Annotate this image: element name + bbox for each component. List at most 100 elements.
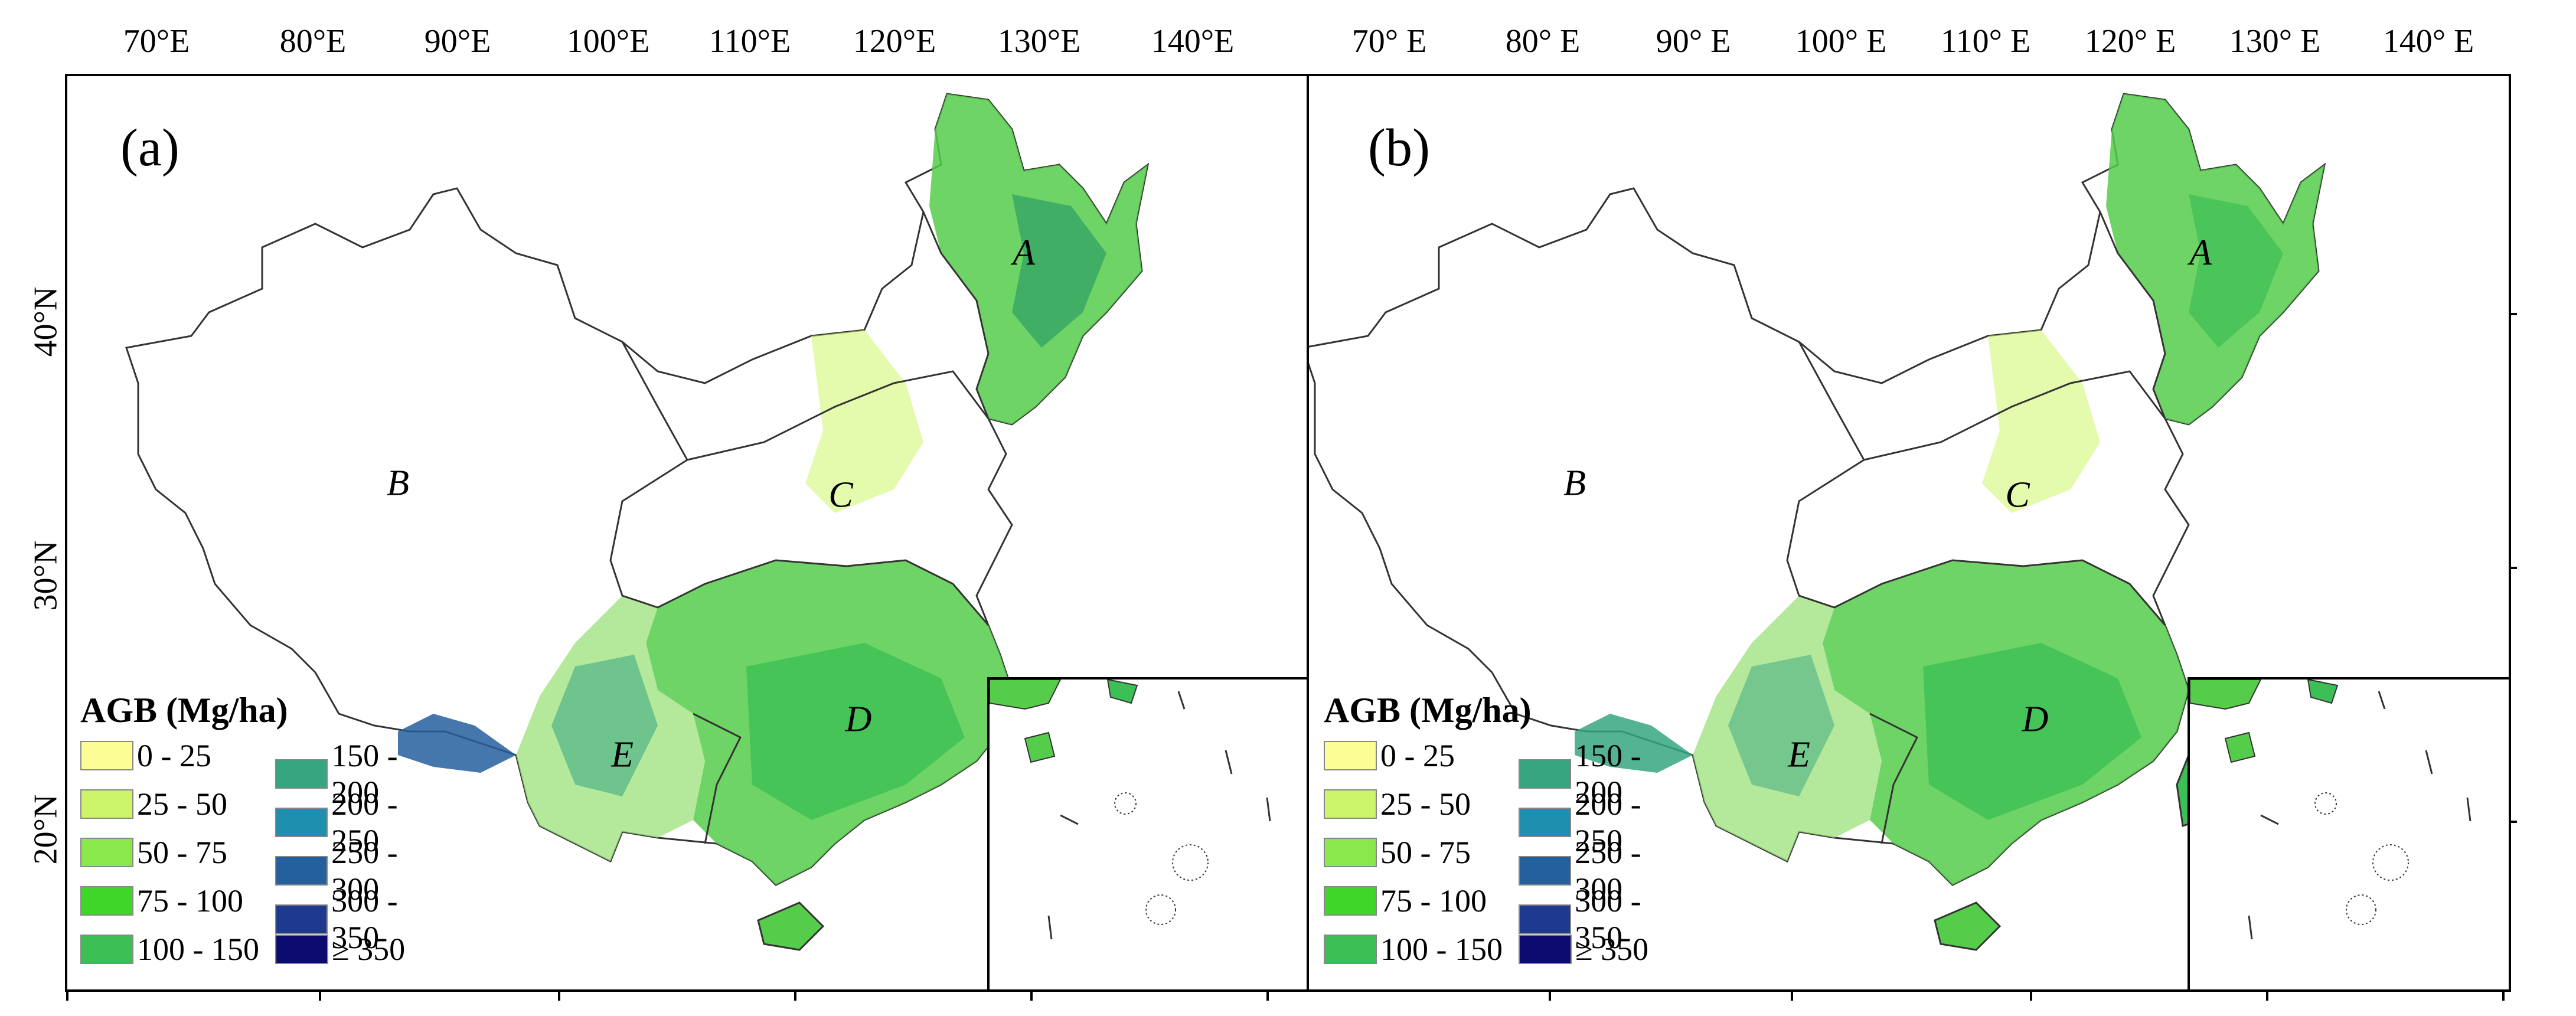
legend-item: 100 - 150 — [80, 931, 259, 968]
legend-item: 25 - 50 — [1324, 786, 1471, 822]
legend-swatch — [1519, 759, 1572, 789]
lon-label: 80°E — [279, 23, 347, 60]
region-label-e: E — [1788, 734, 1810, 775]
legend-item: 150 - 200 — [1519, 737, 1696, 811]
legend-item: 75 - 100 — [80, 883, 243, 919]
legend-item: ≥ 350 — [275, 931, 405, 968]
forest-region-c — [1982, 330, 2100, 513]
tick-mark — [2266, 990, 2268, 1001]
region-label-e: E — [611, 734, 634, 775]
lon-label: 120°E — [853, 23, 936, 60]
lon-label: 120° E — [2084, 23, 2176, 60]
map-frame-b: (b) A B C D E AGB (Mg/ha) 0 - 25 25 - 50… — [1307, 74, 2511, 992]
lon-label: 80° E — [1505, 23, 1581, 60]
legend-item: 300 - 350 — [1519, 883, 1696, 956]
lon-label: 130° E — [2229, 23, 2321, 60]
legend-item: 50 - 75 — [1324, 834, 1471, 871]
legend-title: AGB (Mg/ha) — [1324, 691, 1532, 730]
legend: AGB (Mg/ha) 0 - 25 25 - 50 50 - 75 75 - … — [1318, 690, 1696, 989]
legend-swatch — [80, 741, 133, 770]
legend-swatch — [275, 904, 328, 934]
lat-label: 30°N — [27, 540, 64, 611]
legend: AGB (Mg/ha) 0 - 25 25 - 50 50 - 75 75 - … — [74, 690, 452, 989]
legend-item: 50 - 75 — [80, 834, 227, 871]
legend-swatch — [1324, 741, 1377, 770]
legend-swatch — [1519, 808, 1572, 837]
lon-label: 100° E — [1795, 23, 1887, 60]
legend-swatch — [1324, 838, 1377, 867]
region-label-a: A — [1013, 233, 1035, 273]
legend-swatch — [80, 789, 133, 819]
inset-map — [2190, 679, 2471, 940]
legend-swatch — [275, 759, 328, 789]
legend-swatch — [1324, 935, 1377, 964]
lon-label: 70°E — [123, 23, 190, 60]
hainan-island — [1934, 901, 2002, 951]
legend-swatch — [1324, 886, 1377, 916]
lon-label: 90°E — [424, 23, 491, 60]
tick-mark — [2509, 567, 2517, 569]
south-china-sea-inset — [2188, 677, 2509, 989]
region-boundary — [2099, 211, 2166, 419]
legend-item: 250 - 300 — [275, 834, 452, 907]
forest-patch — [1728, 655, 1834, 796]
legend-item: 200 - 250 — [1519, 786, 1696, 859]
legend-swatch — [80, 838, 133, 867]
legend-item: 250 - 300 — [1519, 834, 1696, 907]
legend-item: 100 - 150 — [1324, 931, 1503, 968]
lon-label: 140° E — [2382, 23, 2474, 60]
lon-label: 70° E — [1351, 23, 1427, 60]
region-label-c: C — [828, 475, 853, 515]
lat-label: 20°N — [27, 794, 64, 865]
china-map-b — [1309, 93, 2326, 951]
region-label-d: D — [2022, 699, 2049, 740]
legend-item: 0 - 25 — [80, 737, 211, 774]
forest-patch-dense — [398, 714, 516, 773]
legend-item: 150 - 200 — [275, 737, 452, 811]
tick-mark — [1549, 990, 1551, 1001]
lon-label: 110°E — [709, 23, 791, 60]
hainan-island — [757, 901, 825, 951]
south-china-sea-inset — [987, 677, 1308, 989]
tick-mark — [2030, 990, 2032, 1001]
map-frame-a: (a) A B C D E AGB (Mg/ha) 0 - 25 25 - 50… — [65, 74, 1311, 992]
region-label-b: B — [1563, 463, 1586, 504]
region-label-a: A — [2189, 233, 2212, 273]
region-boundary — [693, 713, 742, 844]
legend-swatch — [1519, 904, 1572, 934]
legend-swatch — [275, 808, 328, 837]
tick-mark — [1266, 990, 1269, 1001]
region-boundary — [687, 370, 990, 461]
tick-mark — [1030, 990, 1033, 1001]
region-boundary — [922, 211, 990, 419]
region-label-d: D — [845, 699, 872, 740]
region-label-b: B — [387, 463, 409, 504]
legend-item: 25 - 50 — [80, 786, 227, 822]
tick-mark — [794, 990, 796, 1001]
lat-label: 40°N — [27, 286, 64, 357]
lon-label: 140°E — [1151, 23, 1235, 60]
legend-item: 200 - 250 — [275, 786, 452, 859]
lon-label: 130°E — [997, 23, 1081, 60]
tick-mark — [558, 990, 560, 1001]
panel-letter: (b) — [1368, 119, 1430, 177]
legend-swatch — [1324, 789, 1377, 819]
region-boundary — [1869, 713, 1919, 844]
inset-map — [990, 679, 1271, 940]
legend-item: 0 - 25 — [1324, 737, 1455, 774]
panel-a: 70°E 80°E 90°E 100°E 110°E 120°E 130°E 1… — [27, 23, 1311, 1001]
tick-mark — [319, 990, 321, 1001]
legend-item: ≥ 350 — [1519, 931, 1648, 968]
lon-label: 110° E — [1940, 23, 2031, 60]
legend-title: AGB (Mg/ha) — [80, 691, 288, 730]
tick-mark — [1791, 990, 1793, 1001]
panel-b: 70° E 80° E 90° E 100° E 110° E 120° E 1… — [1307, 0, 2576, 1016]
legend-swatch — [80, 935, 133, 964]
tick-mark — [66, 990, 68, 1001]
legend-swatch — [275, 935, 328, 964]
forest-patch-dense — [1575, 714, 1693, 773]
panel-letter: (a) — [120, 119, 179, 177]
forest-patch — [551, 655, 658, 796]
forest-patch — [2189, 194, 2283, 348]
legend-swatch — [275, 856, 328, 886]
